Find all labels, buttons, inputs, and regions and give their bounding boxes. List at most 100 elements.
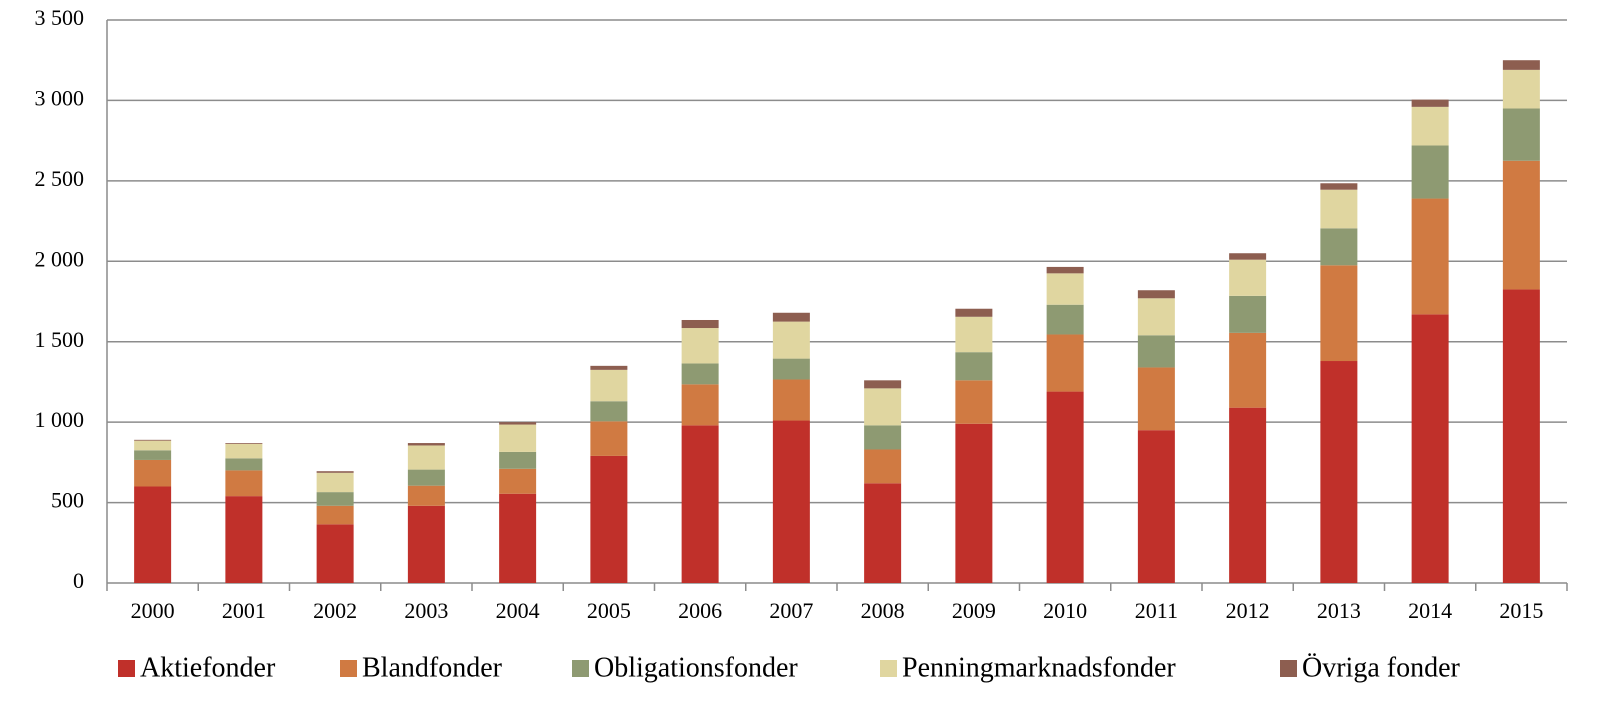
- legend-label: Övriga fonder: [1302, 652, 1461, 683]
- bar-segment: [1137, 298, 1175, 336]
- bar-segment: [1137, 367, 1175, 431]
- x-tick-label: 2000: [131, 598, 175, 623]
- x-tick-label: 2015: [1499, 598, 1543, 623]
- bar-segment: [1137, 430, 1175, 583]
- y-tick-label: 3 000: [35, 85, 85, 110]
- bar-segment: [772, 312, 810, 322]
- bar-segment: [134, 440, 172, 451]
- legend-label: Penningmarknadsfonder: [902, 652, 1176, 683]
- x-tick-label: 2006: [678, 598, 722, 623]
- x-tick-label: 2007: [769, 598, 813, 623]
- y-tick-label: 0: [73, 568, 84, 593]
- bar-segment: [1320, 361, 1358, 583]
- bar-segment: [407, 469, 445, 486]
- bar-segment: [1411, 314, 1449, 583]
- bar-segment: [955, 380, 993, 424]
- bar-segment: [1502, 60, 1540, 70]
- legend-swatch: [340, 660, 357, 677]
- bar-segment: [225, 470, 263, 497]
- bar-segment: [1046, 391, 1084, 583]
- bar-segment: [1046, 266, 1084, 274]
- bar-segment: [134, 486, 172, 583]
- x-tick-label: 2009: [952, 598, 996, 623]
- bar-segment: [590, 369, 628, 402]
- x-tick-label: 2008: [861, 598, 905, 623]
- x-tick-label: 2003: [404, 598, 448, 623]
- bar-segment: [1229, 295, 1267, 333]
- bar-segment: [1502, 160, 1540, 290]
- bar-segment: [1320, 183, 1358, 190]
- bar-segment: [134, 459, 172, 487]
- bar-segment: [316, 471, 354, 473]
- bar-segment: [1411, 106, 1449, 146]
- bar-segment: [1502, 108, 1540, 161]
- bar-segment: [407, 445, 445, 470]
- bar-segment: [407, 505, 445, 583]
- bar-segment: [1229, 253, 1267, 260]
- x-tick-label: 2002: [313, 598, 357, 623]
- x-tick-label: 2001: [222, 598, 266, 623]
- x-tick-label: 2014: [1408, 598, 1452, 623]
- bar-segment: [590, 455, 628, 583]
- legend-label: Blandfonder: [362, 652, 503, 683]
- legend-label: Aktiefonder: [140, 652, 276, 683]
- bar-segment: [1320, 228, 1358, 266]
- bar-segment: [1046, 334, 1084, 392]
- bar-segment: [1320, 265, 1358, 362]
- bar-segment: [1411, 198, 1449, 315]
- bar-segment: [955, 352, 993, 381]
- bar-segment: [1046, 304, 1084, 335]
- bar-segment: [1137, 335, 1175, 368]
- bar-segment: [864, 449, 902, 484]
- bar-segment: [499, 424, 537, 452]
- x-tick-label: 2010: [1043, 598, 1087, 623]
- y-tick-label: 3 500: [35, 5, 85, 30]
- bar-segment: [225, 443, 263, 444]
- bar-segment: [1229, 332, 1267, 408]
- bar-segment: [499, 422, 537, 425]
- bar-segment: [316, 505, 354, 525]
- bar-segment: [864, 380, 902, 389]
- bar-segment: [1502, 289, 1540, 583]
- bar-segment: [225, 458, 263, 471]
- bar-segment: [772, 379, 810, 421]
- bar-segment: [407, 485, 445, 506]
- bar-segment: [590, 401, 628, 422]
- bar-segment: [590, 365, 628, 370]
- bar-segment: [681, 384, 719, 426]
- bar-segment: [316, 524, 354, 583]
- y-tick-label: 1 500: [35, 327, 85, 352]
- bar-segment: [681, 328, 719, 364]
- bar-segment: [864, 425, 902, 450]
- bar-segment: [864, 388, 902, 426]
- bar-segment: [225, 496, 263, 583]
- bar-segment: [772, 358, 810, 380]
- bar-segment: [134, 450, 172, 460]
- bar-segment: [1229, 259, 1267, 296]
- bar-segment: [681, 425, 719, 583]
- bar-segment: [1502, 69, 1540, 109]
- bar-segment: [864, 483, 902, 583]
- bar-segment: [772, 321, 810, 359]
- x-tick-label: 2005: [587, 598, 631, 623]
- bar-segment: [1411, 99, 1449, 107]
- bar-segment: [681, 319, 719, 329]
- bar-segment: [681, 363, 719, 385]
- bar-segment: [407, 443, 445, 446]
- bar-segment: [499, 493, 537, 583]
- x-tick-label: 2012: [1226, 598, 1270, 623]
- x-tick-label: 2013: [1317, 598, 1361, 623]
- bar-segment: [955, 308, 993, 317]
- bar-segment: [134, 439, 172, 441]
- bar-segment: [225, 443, 263, 459]
- x-tick-label: 2004: [496, 598, 540, 623]
- bar-segment: [955, 316, 993, 353]
- bar-segment: [1046, 273, 1084, 305]
- bar-segment: [1320, 189, 1358, 229]
- legend-swatch: [572, 660, 589, 677]
- bar-segment: [316, 472, 354, 493]
- bar-segment: [1137, 290, 1175, 299]
- bar-segment: [499, 451, 537, 469]
- legend-swatch: [118, 660, 135, 677]
